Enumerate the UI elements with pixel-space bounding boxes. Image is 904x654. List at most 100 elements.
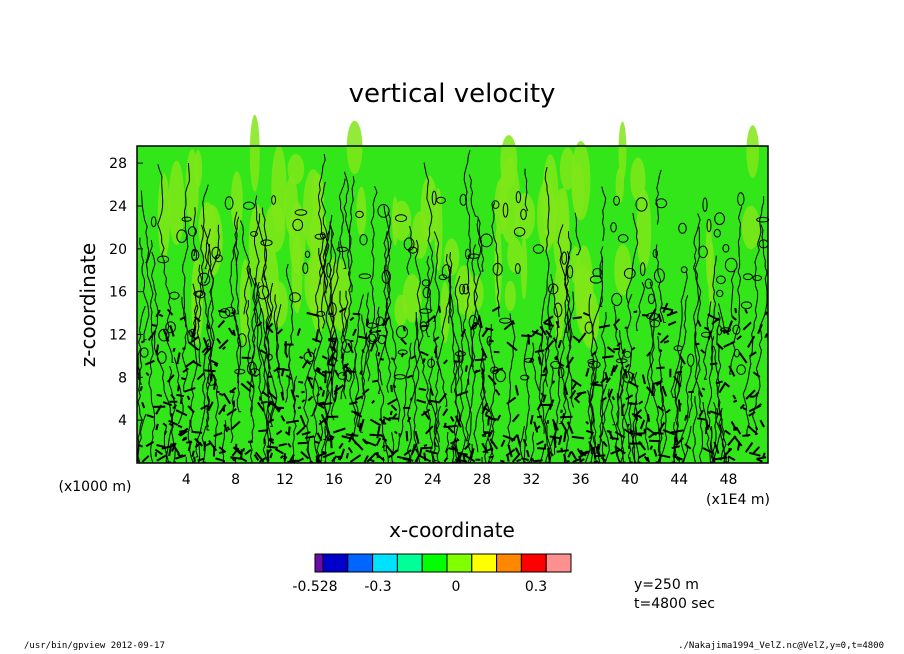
contour-segment xyxy=(542,366,548,374)
contour-loop xyxy=(169,291,180,300)
contour-segment xyxy=(186,440,193,444)
contour-line xyxy=(710,407,719,463)
contour-segment xyxy=(744,308,748,314)
contour-line xyxy=(545,284,554,387)
contour-segment xyxy=(409,397,413,401)
contour-segment xyxy=(480,347,488,359)
contour-segment xyxy=(637,414,643,420)
contour-segment xyxy=(307,377,314,389)
contour-segment xyxy=(172,347,176,352)
contour-segment xyxy=(478,315,483,329)
contour-segment xyxy=(646,351,652,357)
contour-loop xyxy=(678,222,687,234)
contour-loop xyxy=(557,366,565,379)
contour-segment xyxy=(168,422,174,427)
contour-line xyxy=(377,231,388,394)
contour-segment xyxy=(268,438,275,445)
contour-loop xyxy=(491,200,500,209)
contour-segment xyxy=(485,327,494,331)
contour-segment xyxy=(332,427,346,434)
contour-segment xyxy=(726,320,734,332)
contour-segment xyxy=(547,447,551,461)
x-axis-unit: (x1E4 m) xyxy=(706,492,770,508)
contour-segment xyxy=(330,436,333,449)
contour-line xyxy=(613,305,626,463)
contour-segment xyxy=(197,457,205,462)
contour-segment xyxy=(556,449,569,453)
contour-segment xyxy=(425,425,434,435)
contour-segment xyxy=(616,342,622,347)
contour-segment xyxy=(425,449,439,455)
contour-segment xyxy=(334,369,340,377)
contour-line xyxy=(374,306,383,386)
contour-loop xyxy=(655,198,668,209)
contour-loop xyxy=(713,228,721,238)
contour-segment xyxy=(266,448,273,455)
contour-segment xyxy=(218,392,224,397)
contour-line xyxy=(310,181,328,417)
contour-line xyxy=(600,311,610,463)
contour-segment xyxy=(549,450,554,457)
contour-segment xyxy=(526,449,530,458)
contour-line xyxy=(433,231,440,322)
contour-segment xyxy=(170,413,174,420)
colorbar-swatch xyxy=(496,553,522,573)
contour-line xyxy=(339,290,346,340)
contour-loop xyxy=(520,374,530,381)
contour-segment xyxy=(666,310,678,317)
contour-loop xyxy=(408,246,418,254)
contour-line xyxy=(620,293,633,463)
x-tick-label: 40 xyxy=(621,472,639,488)
contour-loop xyxy=(635,197,648,212)
contour-segment xyxy=(239,456,248,463)
contour-segment xyxy=(179,454,184,458)
contour-segment xyxy=(483,406,491,413)
contour-segment xyxy=(213,432,223,438)
contour-segment xyxy=(400,338,408,346)
contour-loop xyxy=(623,267,636,279)
contour-segment xyxy=(678,354,686,365)
contour-segment xyxy=(382,444,386,449)
contour-segment xyxy=(406,416,412,423)
contour-segment xyxy=(253,454,260,461)
contour-loop xyxy=(514,263,521,275)
contour-line xyxy=(209,224,220,448)
contour-segment xyxy=(648,431,657,439)
contour-loop xyxy=(584,321,594,334)
contour-segment xyxy=(184,359,196,369)
contour-line xyxy=(716,311,728,463)
contour-segment xyxy=(182,436,188,440)
contour-loop xyxy=(702,197,708,212)
contour-line xyxy=(635,282,646,331)
x-tick-label: 36 xyxy=(572,472,590,488)
contour-segment xyxy=(464,365,468,372)
contour-loop xyxy=(260,239,273,247)
contour-line xyxy=(710,255,717,370)
contour-segment xyxy=(563,384,569,395)
contour-loop xyxy=(615,358,628,364)
contour-segment xyxy=(675,437,685,446)
contour-segment xyxy=(327,353,335,364)
contour-segment xyxy=(624,368,628,379)
contour-segment xyxy=(144,359,155,366)
contour-line xyxy=(718,303,726,334)
colorbar-label: 0 xyxy=(452,579,461,595)
contour-segment xyxy=(200,404,208,410)
field-patch xyxy=(746,125,759,178)
contour-segment xyxy=(752,371,761,378)
contour-segment xyxy=(748,451,761,457)
contour-segment xyxy=(382,334,387,338)
contour-segment xyxy=(646,456,650,463)
contour-line xyxy=(698,419,704,463)
contour-segment xyxy=(403,449,412,456)
colorbar-swatch xyxy=(372,553,398,573)
contour-segment xyxy=(420,446,433,450)
contour-segment xyxy=(242,447,246,452)
contour-segment xyxy=(576,391,587,395)
contour-line xyxy=(233,309,242,413)
contour-segment xyxy=(350,436,359,446)
contour-segment xyxy=(255,451,265,463)
contour-loop xyxy=(396,325,408,339)
contour-segment xyxy=(338,307,347,313)
contour-segment xyxy=(339,448,346,460)
